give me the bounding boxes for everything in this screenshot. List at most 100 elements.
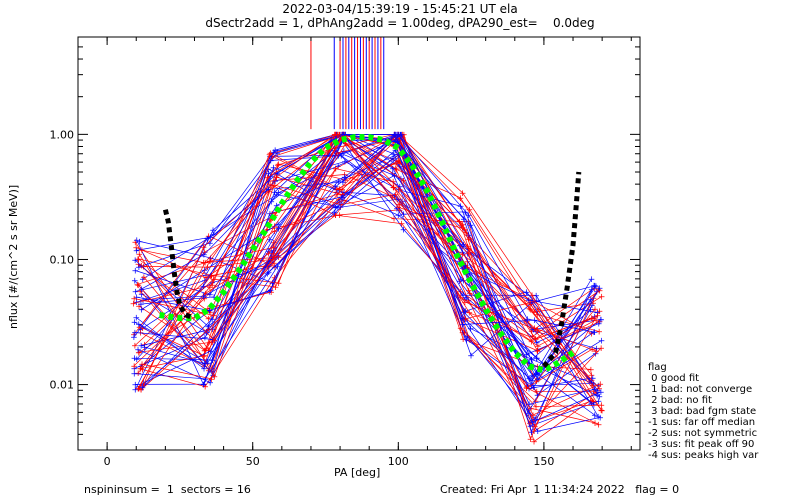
data-marker: + bbox=[210, 293, 218, 303]
data-marker: + bbox=[201, 359, 209, 369]
data-marker: + bbox=[138, 360, 146, 370]
data-track bbox=[141, 214, 592, 381]
data-marker: + bbox=[134, 280, 142, 290]
data-marker: + bbox=[341, 158, 349, 168]
data-track bbox=[144, 133, 594, 402]
data-marker: + bbox=[588, 376, 596, 386]
data-marker: + bbox=[398, 130, 406, 140]
footer-right: Created: Fri Apr 1 11:34:24 2022 flag = … bbox=[440, 483, 680, 496]
data-marker: + bbox=[340, 147, 348, 157]
data-marker: + bbox=[462, 229, 470, 239]
data-marker: + bbox=[589, 314, 597, 324]
data-marker: + bbox=[590, 387, 598, 397]
data-marker: + bbox=[591, 305, 599, 315]
data-marker: + bbox=[265, 187, 273, 197]
data-marker: + bbox=[135, 263, 143, 273]
data-marker: + bbox=[464, 257, 472, 267]
data-marker: + bbox=[267, 288, 275, 298]
data-marker: + bbox=[395, 186, 403, 196]
data-marker: + bbox=[594, 413, 602, 423]
data-marker: + bbox=[598, 292, 606, 302]
data-marker: + bbox=[264, 269, 272, 279]
data-marker: + bbox=[332, 185, 340, 195]
data-marker: + bbox=[464, 332, 472, 342]
data-marker: + bbox=[526, 300, 534, 310]
data-marker: + bbox=[394, 203, 402, 213]
data-marker: + bbox=[273, 170, 281, 180]
data-marker: + bbox=[209, 335, 217, 345]
data-marker: + bbox=[200, 259, 208, 269]
data-marker: + bbox=[133, 355, 141, 365]
data-marker: + bbox=[459, 291, 467, 301]
data-marker: + bbox=[341, 171, 349, 181]
data-marker: + bbox=[210, 231, 218, 241]
data-marker: + bbox=[200, 362, 208, 372]
data-marker: + bbox=[389, 169, 397, 179]
data-marker: + bbox=[135, 348, 143, 358]
data-marker: + bbox=[270, 243, 278, 253]
data-marker: + bbox=[390, 183, 398, 193]
x-tick-label: 150 bbox=[533, 455, 554, 468]
data-marker: + bbox=[526, 375, 534, 385]
data-marker: + bbox=[399, 133, 407, 143]
data-marker: + bbox=[271, 263, 279, 273]
data-marker: + bbox=[528, 377, 536, 387]
data-marker: + bbox=[526, 419, 534, 429]
data-marker: + bbox=[592, 388, 600, 398]
data-marker: + bbox=[331, 130, 339, 140]
data-track bbox=[138, 174, 594, 314]
data-marker: + bbox=[132, 244, 140, 254]
data-marker: + bbox=[532, 335, 540, 345]
data-marker: + bbox=[130, 333, 138, 343]
data-track bbox=[136, 134, 595, 405]
data-marker: + bbox=[131, 328, 139, 338]
data-marker: + bbox=[595, 320, 603, 330]
data-marker: + bbox=[389, 193, 397, 203]
data-marker: + bbox=[266, 181, 274, 191]
data-marker: + bbox=[206, 257, 214, 267]
data-marker: + bbox=[206, 379, 214, 389]
data-marker: + bbox=[534, 342, 542, 352]
data-marker: + bbox=[464, 263, 472, 273]
data-marker: + bbox=[208, 367, 216, 377]
data-track bbox=[141, 143, 597, 352]
y-tick-label: 1.00 bbox=[50, 128, 75, 141]
data-marker: + bbox=[207, 272, 215, 282]
data-marker: + bbox=[459, 264, 467, 274]
data-marker: + bbox=[138, 246, 146, 256]
data-marker: + bbox=[594, 386, 602, 396]
data-marker: + bbox=[138, 285, 146, 295]
data-marker: + bbox=[131, 364, 139, 374]
data-marker: + bbox=[459, 189, 467, 199]
data-marker: + bbox=[209, 325, 217, 335]
data-marker: + bbox=[132, 238, 140, 248]
data-marker: + bbox=[206, 283, 214, 293]
data-marker: + bbox=[202, 271, 210, 281]
data-marker: + bbox=[594, 309, 602, 319]
chart-title-line1: 2022-03-04/15:39:19 - 15:45:21 UT ela bbox=[282, 2, 518, 16]
data-marker: + bbox=[397, 130, 405, 140]
data-marker: + bbox=[269, 249, 277, 259]
data-marker: + bbox=[528, 291, 536, 301]
data-marker: + bbox=[461, 262, 469, 272]
data-marker: + bbox=[524, 315, 532, 325]
data-marker: + bbox=[591, 411, 599, 421]
data-marker: + bbox=[135, 255, 143, 265]
data-marker: + bbox=[133, 246, 141, 256]
data-marker: + bbox=[462, 261, 470, 271]
data-marker: + bbox=[595, 385, 603, 395]
data-marker: + bbox=[332, 165, 340, 175]
data-marker: + bbox=[202, 289, 210, 299]
data-marker: + bbox=[137, 326, 145, 336]
legend-title: flag bbox=[648, 362, 667, 373]
data-marker: + bbox=[398, 220, 406, 230]
x-tick-label: 0 bbox=[104, 455, 111, 468]
data-marker: + bbox=[268, 197, 276, 207]
data-marker: + bbox=[139, 366, 147, 376]
data-marker: + bbox=[528, 428, 536, 438]
data-marker: + bbox=[597, 315, 605, 325]
data-marker: + bbox=[265, 268, 273, 278]
data-marker: + bbox=[130, 299, 138, 309]
data-marker: + bbox=[396, 185, 404, 195]
